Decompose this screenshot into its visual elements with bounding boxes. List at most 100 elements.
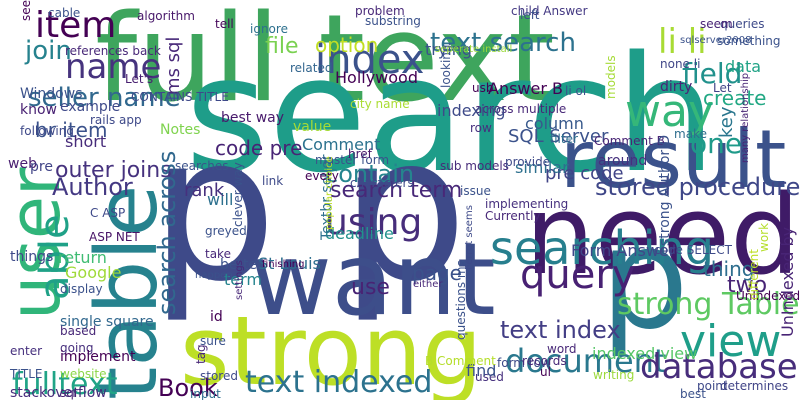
cloud-word: stored <box>200 369 238 383</box>
cloud-word: example <box>60 99 121 115</box>
cloud-word: going <box>60 341 94 355</box>
cloud-word: rank <box>184 180 225 201</box>
cloud-word: every <box>305 169 339 183</box>
cloud-word: left <box>520 8 540 22</box>
cloud-word: trying <box>425 40 473 59</box>
cloud-word: single square <box>60 314 154 330</box>
cloud-word: word <box>547 342 577 356</box>
cloud-word: models <box>604 55 618 99</box>
cloud-word: used <box>475 370 504 384</box>
cloud-word: UnIndexed by <box>778 226 797 337</box>
cloud-word: sure <box>200 334 226 348</box>
cloud-word: thing <box>703 257 755 281</box>
cloud-word: CONTAINS TITLE <box>131 90 229 104</box>
cloud-word: either <box>413 279 443 290</box>
cloud-word: C ASP <box>90 206 126 220</box>
cloud-word: contain <box>325 160 415 188</box>
cloud-word: create <box>703 86 767 110</box>
cloud-word: records <box>522 354 567 368</box>
cloud-word: outer joins <box>55 158 172 183</box>
cloud-word: algorithm <box>137 9 195 23</box>
cloud-word: full text <box>95 0 555 129</box>
cloud-word: see <box>19 0 33 21</box>
cloud-word: find <box>466 361 497 380</box>
cloud-word: city name <box>350 97 410 111</box>
cloud-word: short <box>65 132 107 151</box>
cloud-word: implementing <box>485 197 569 211</box>
cloud-word: input <box>190 387 221 400</box>
cloud-word: id <box>210 309 223 325</box>
cloud-word: sqlserver2008 <box>680 35 752 46</box>
cloud-word: name <box>65 47 162 87</box>
cloud-word: SQL Server <box>508 126 609 147</box>
cloud-word: li li <box>658 22 707 62</box>
cloud-word: better <box>220 257 263 273</box>
cloud-word: issue <box>460 184 491 198</box>
cloud-word: St Louis <box>258 254 321 273</box>
cloud-word: indexed view <box>592 344 698 363</box>
cloud-word: Let's <box>125 72 154 86</box>
cloud-word: seem <box>700 17 733 31</box>
cloud-word: seller name <box>28 83 181 113</box>
cloud-word: happen <box>195 270 233 281</box>
cloud-word: text indexed <box>245 365 433 400</box>
cloud-word: usb <box>472 81 494 95</box>
cloud-word: make <box>674 127 707 141</box>
cloud-word: UnIndexed <box>736 289 800 303</box>
cloud-word: searching <box>490 221 714 275</box>
cloud-word: using <box>325 202 423 243</box>
cloud-word: search term <box>330 178 463 203</box>
cloud-word: TITLE <box>10 367 43 381</box>
cloud-word: around <box>598 153 648 169</box>
cloud-word: pre <box>30 159 53 175</box>
cloud-word: join <box>25 36 72 66</box>
cloud-word: popular choice <box>324 156 335 230</box>
cloud-word: indexing <box>437 101 506 120</box>
cloud-word: field <box>682 57 743 90</box>
cloud-word: sub models <box>440 159 509 173</box>
cloud-word: determines <box>720 379 789 393</box>
cloud-word: Let <box>713 81 732 95</box>
cloud-word: seperate install <box>435 44 513 55</box>
cloud-word: strong <box>180 297 483 400</box>
cloud-word: ASP NET <box>89 230 140 244</box>
cloud-word: stored procedure <box>595 173 800 201</box>
cloud-word: way <box>625 86 714 137</box>
cloud-word: ul <box>540 365 551 379</box>
cloud-word: page <box>412 261 462 285</box>
cloud-word: two <box>727 273 768 298</box>
cloud-word: substring <box>365 14 421 28</box>
cloud-word: term <box>224 270 262 289</box>
cloud-word: implement <box>60 349 136 365</box>
cloud-word: row <box>470 121 492 135</box>
cloud-word: different <box>747 249 761 300</box>
cloud-word: search across <box>153 150 181 315</box>
cloud-word: rails app <box>90 113 142 127</box>
cloud-word: Hollywood <box>335 68 418 87</box>
cloud-word: index <box>315 37 425 83</box>
cloud-word: data <box>725 57 762 76</box>
cloud-word: database <box>640 347 798 387</box>
cloud-word: want <box>250 221 496 338</box>
cloud-word: none li <box>660 57 701 71</box>
cloud-word: br item <box>35 118 108 142</box>
cloud-word: best <box>680 387 706 400</box>
cloud-word: one <box>690 127 743 160</box>
cloud-word: Author <box>52 173 133 201</box>
cloud-word: use <box>351 275 390 300</box>
cloud-word: cable <box>48 6 81 20</box>
cloud-word: ms sql <box>163 36 184 95</box>
cloud-word: based <box>60 324 97 338</box>
cloud-word: Notes <box>160 122 201 138</box>
cloud-word: code SELECT <box>654 243 732 257</box>
cloud-word: href <box>348 147 372 161</box>
cloud-word: Comment B <box>594 134 665 148</box>
cloud-word: questions ms <box>454 260 468 340</box>
cloud-word: return <box>58 248 107 267</box>
cloud-word: searches <box>175 159 229 173</box>
cloud-word: strong Table <box>617 287 800 322</box>
cloud-word: B Comment <box>425 354 496 368</box>
cloud-word: greyed <box>205 224 247 238</box>
cloud-word: Book <box>158 374 218 400</box>
cloud-word: key <box>716 106 737 138</box>
